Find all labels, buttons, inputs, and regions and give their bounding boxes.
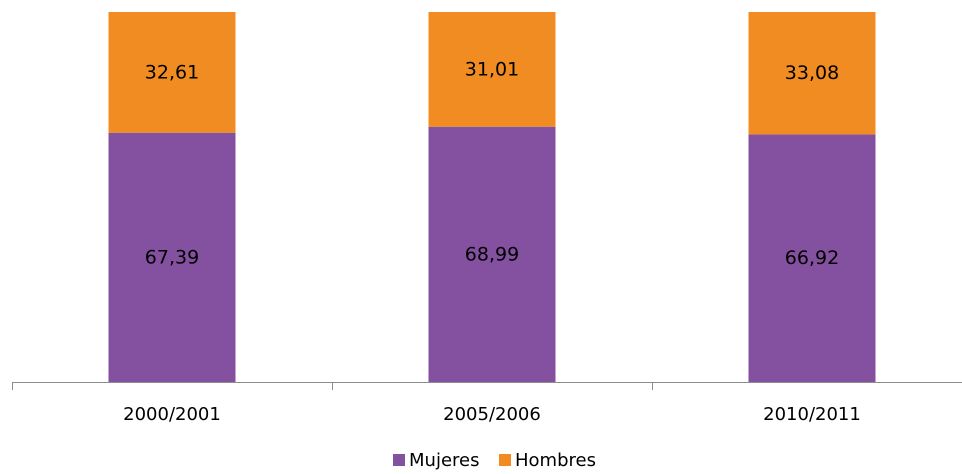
data-label-hombres-2: 33,08 — [785, 62, 839, 84]
legend-swatch-mujeres — [393, 454, 405, 466]
bar-hombres-2 — [748, 12, 876, 135]
data-label-mujeres-2: 66,92 — [785, 247, 839, 269]
data-label-hombres-0: 32,61 — [145, 61, 199, 83]
data-label-mujeres-0: 67,39 — [145, 246, 199, 268]
data-label-mujeres-1: 68,99 — [465, 243, 519, 265]
data-label-hombres-1: 31,01 — [465, 58, 519, 80]
data-labels: 67,39 32,61 68,99 31,01 66,92 33,08 — [145, 58, 839, 269]
x-axis: 2000/2001 2005/2006 2010/2011 — [12, 382, 962, 425]
legend-swatch-hombres — [499, 454, 511, 466]
x-tick-label-2: 2010/2011 — [763, 404, 861, 425]
legend-label-hombres: Hombres — [515, 450, 596, 471]
bar-mujeres-2 — [748, 134, 876, 382]
x-tick-label-1: 2005/2006 — [443, 404, 541, 425]
bar-hombres-1 — [428, 12, 556, 127]
bar-hombres-0 — [108, 12, 236, 133]
plot-area: 67,39 32,61 68,99 31,01 66,92 33,08 2000/2001… — [12, 12, 962, 425]
bar-mujeres-0 — [108, 132, 236, 382]
legend-label-mujeres: Mujeres — [409, 450, 479, 471]
bar-mujeres-1 — [428, 126, 556, 382]
x-tick-label-0: 2000/2001 — [123, 404, 221, 425]
legend: Mujeres Hombres — [393, 450, 596, 471]
bars — [108, 12, 876, 382]
